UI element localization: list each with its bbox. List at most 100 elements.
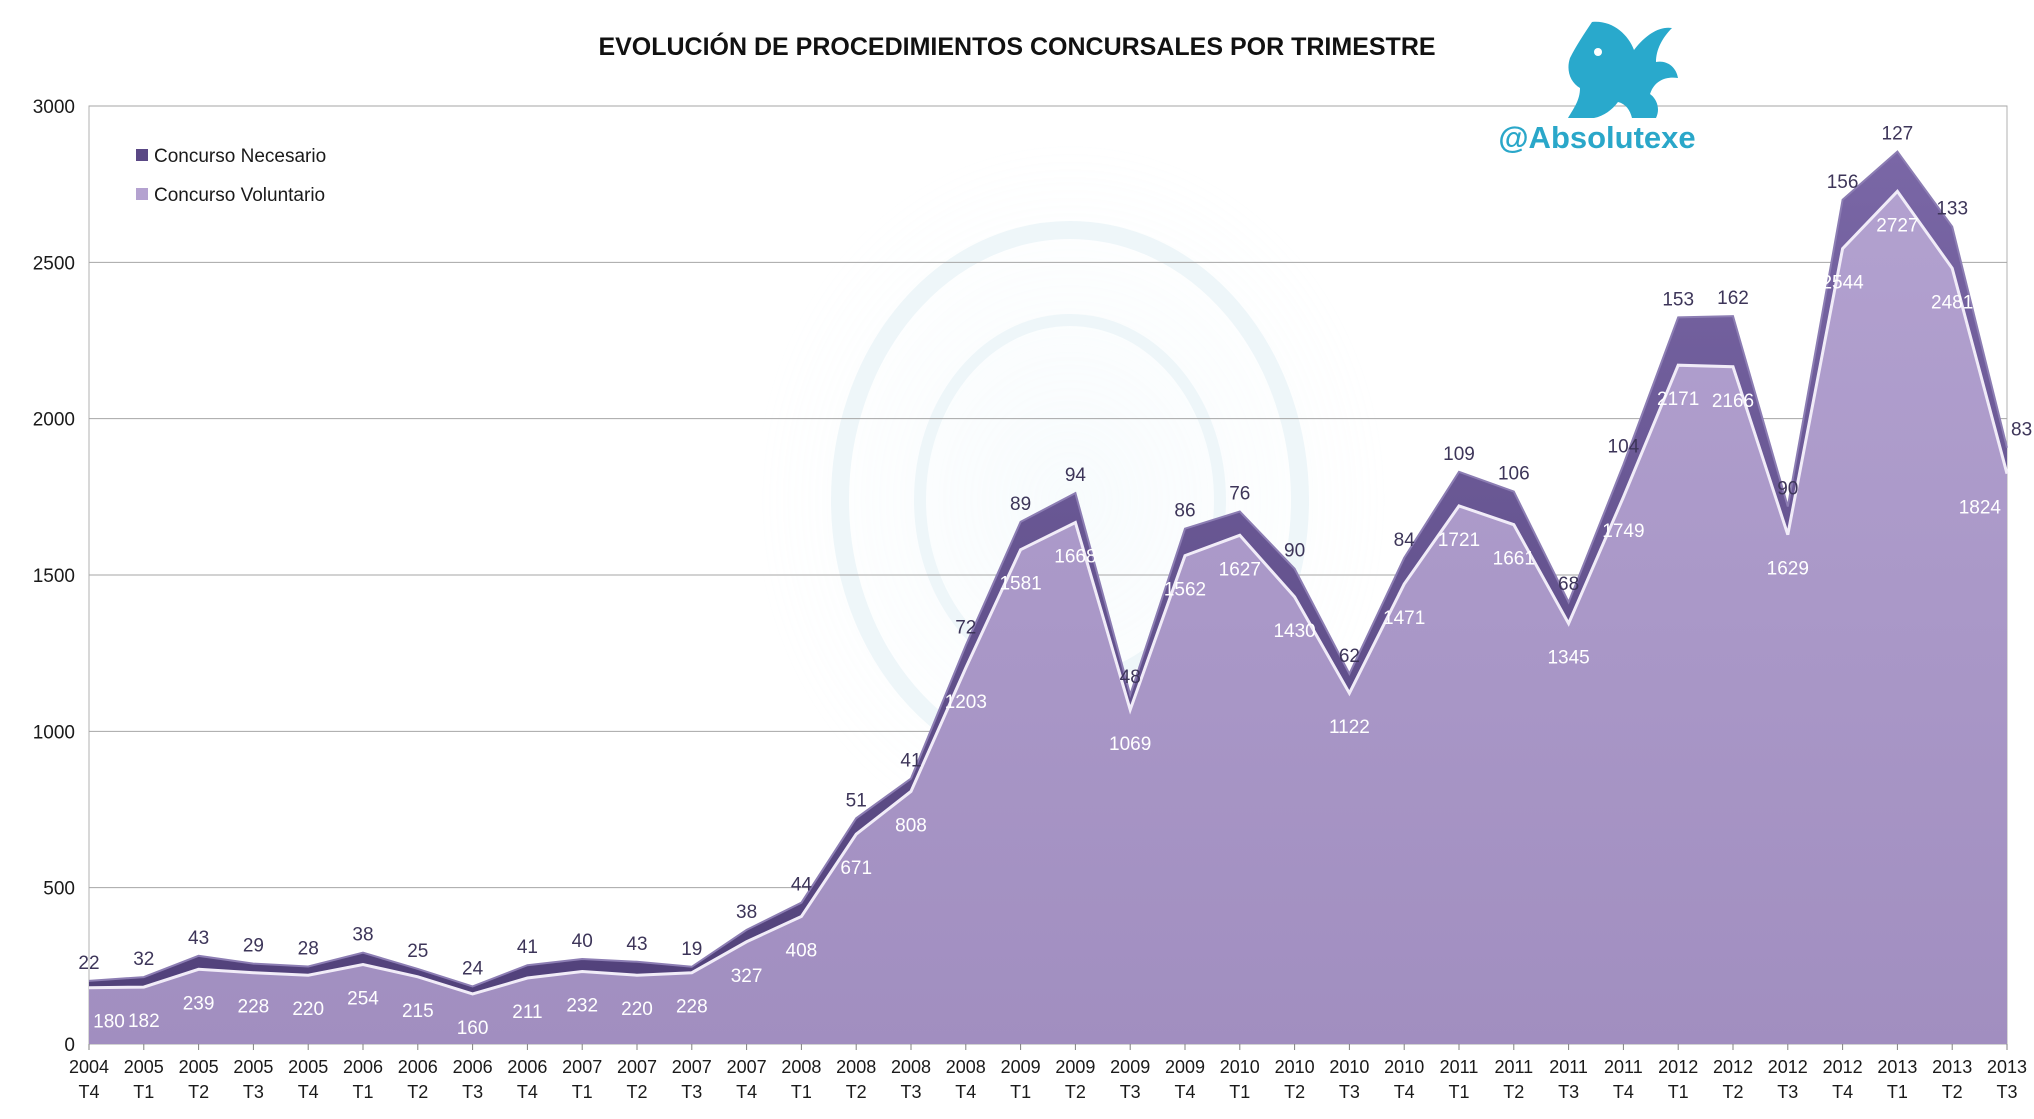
label-voluntario: 2166: [1712, 391, 1754, 412]
x-tick-quarter: T1: [133, 1082, 154, 1102]
area-series: [88, 150, 2009, 1044]
label-voluntario: 2171: [1657, 389, 1699, 410]
x-tick-year: 2008: [836, 1057, 876, 1077]
x-tick-quarter: T4: [1394, 1082, 1415, 1102]
label-necesario: 43: [626, 934, 647, 955]
y-tick-label: 2000: [33, 410, 75, 431]
x-tick-year: 2009: [1001, 1057, 1041, 1077]
x-tick-quarter: T3: [1339, 1082, 1360, 1102]
label-voluntario: 182: [128, 1011, 160, 1032]
x-tick-year: 2009: [1165, 1057, 1205, 1077]
label-necesario: 40: [572, 931, 593, 952]
x-tick-quarter: T3: [1558, 1082, 1579, 1102]
x-tick-year: 2009: [1055, 1057, 1095, 1077]
label-voluntario: 671: [840, 858, 872, 879]
label-voluntario: 215: [402, 1001, 434, 1022]
x-tick-year: 2010: [1384, 1057, 1424, 1077]
label-voluntario: 808: [895, 815, 927, 836]
label-necesario: 156: [1827, 172, 1859, 193]
x-tick-quarter: T1: [1010, 1082, 1031, 1102]
label-voluntario: 1345: [1547, 647, 1589, 668]
label-voluntario: 1668: [1054, 546, 1096, 567]
label-necesario: 68: [1558, 574, 1579, 595]
x-tick-quarter: T4: [955, 1082, 976, 1102]
x-tick-quarter: T1: [791, 1082, 812, 1102]
x-tick-quarter: T1: [1229, 1082, 1250, 1102]
label-necesario: 29: [243, 936, 264, 957]
x-tick-year: 2013: [1987, 1057, 2027, 1077]
x-tick-quarter: T1: [1448, 1082, 1469, 1102]
label-voluntario: 180: [93, 1012, 125, 1033]
x-tick-year: 2011: [1549, 1057, 1588, 1077]
x-tick-year: 2005: [124, 1057, 164, 1077]
label-voluntario: 408: [786, 940, 818, 961]
y-tick-label: 3000: [33, 97, 75, 118]
label-necesario: 86: [1174, 501, 1195, 522]
label-voluntario: 1430: [1273, 621, 1315, 642]
x-tick-year: 2010: [1275, 1057, 1315, 1077]
y-tick-label: 0: [64, 1035, 75, 1056]
label-necesario: 25: [407, 941, 428, 962]
x-tick-quarter: T2: [1942, 1082, 1963, 1102]
x-tick-quarter: T2: [846, 1082, 867, 1102]
voluntario-top-edge: [88, 189, 2009, 996]
label-necesario: 90: [1284, 541, 1305, 562]
label-voluntario: 1749: [1602, 521, 1644, 542]
label-voluntario: 232: [566, 995, 598, 1016]
x-tick-year: 2007: [727, 1057, 767, 1077]
label-necesario: 44: [791, 875, 813, 896]
chart-title: EVOLUCIÓN DE PROCEDIMIENTOS CONCURSALES …: [598, 31, 1435, 61]
label-necesario: 22: [78, 953, 99, 974]
label-necesario: 51: [846, 790, 867, 811]
label-voluntario: 2544: [1821, 273, 1864, 294]
x-tick-year: 2007: [562, 1057, 602, 1077]
label-necesario: 62: [1339, 646, 1360, 667]
label-voluntario: 1661: [1493, 549, 1535, 570]
x-tick-quarter: T4: [1832, 1082, 1853, 1102]
x-tick-quarter: T3: [243, 1082, 264, 1102]
necesario-top-edge: [88, 150, 2008, 988]
label-necesario: 41: [900, 751, 921, 772]
label-voluntario: 327: [731, 966, 763, 987]
x-tick-year: 2009: [1110, 1057, 1150, 1077]
x-tick-year: 2005: [233, 1057, 273, 1077]
data-labels: 22 32 43 29 28 38 25 24 41 40 43 19 38 44 51 41 72 89 94 48…: [78, 124, 2032, 1039]
label-voluntario: 220: [621, 999, 653, 1020]
label-voluntario: 160: [457, 1018, 489, 1039]
x-tick-quarter: T3: [1777, 1082, 1798, 1102]
x-tick-quarter: T2: [1284, 1082, 1305, 1102]
x-tick-quarter: T3: [681, 1082, 702, 1102]
label-voluntario: 254: [347, 989, 379, 1010]
x-tick-quarter: T2: [1722, 1082, 1743, 1102]
label-necesario: 104: [1608, 437, 1640, 458]
x-axis: 2004 T4 2005 T1 2005 T2 2005 T3 2005 T4 2006 T1 2006…: [69, 1044, 2027, 1102]
x-tick-quarter: T2: [1503, 1082, 1524, 1102]
x-tick-year: 2005: [288, 1057, 328, 1077]
x-tick-quarter: T1: [352, 1082, 373, 1102]
x-tick-quarter: T3: [1996, 1082, 2017, 1102]
label-necesario: 89: [1010, 494, 1031, 515]
x-tick-quarter: T4: [1613, 1082, 1634, 1102]
x-tick-quarter: T4: [1174, 1082, 1195, 1102]
label-necesario: 72: [955, 617, 976, 638]
label-voluntario: 1471: [1383, 608, 1425, 629]
label-necesario: 133: [1936, 199, 1968, 220]
x-tick-quarter: T2: [626, 1082, 647, 1102]
x-tick-year: 2012: [1713, 1057, 1753, 1077]
x-tick-year: 2012: [1823, 1057, 1863, 1077]
label-necesario: 83: [2011, 420, 2032, 441]
legend-swatch-voluntario: [136, 188, 148, 200]
x-tick-quarter: T3: [900, 1082, 921, 1102]
label-necesario: 28: [298, 938, 319, 959]
label-necesario: 38: [352, 925, 373, 946]
x-tick-year: 2013: [1932, 1057, 1972, 1077]
y-tick-label: 500: [43, 879, 75, 900]
x-tick-quarter: T4: [517, 1082, 538, 1102]
x-tick-year: 2010: [1329, 1057, 1369, 1077]
label-voluntario: 1069: [1109, 734, 1151, 755]
x-tick-year: 2005: [179, 1057, 219, 1077]
label-necesario: 84: [1394, 530, 1416, 551]
label-voluntario: 2481: [1931, 292, 1973, 313]
